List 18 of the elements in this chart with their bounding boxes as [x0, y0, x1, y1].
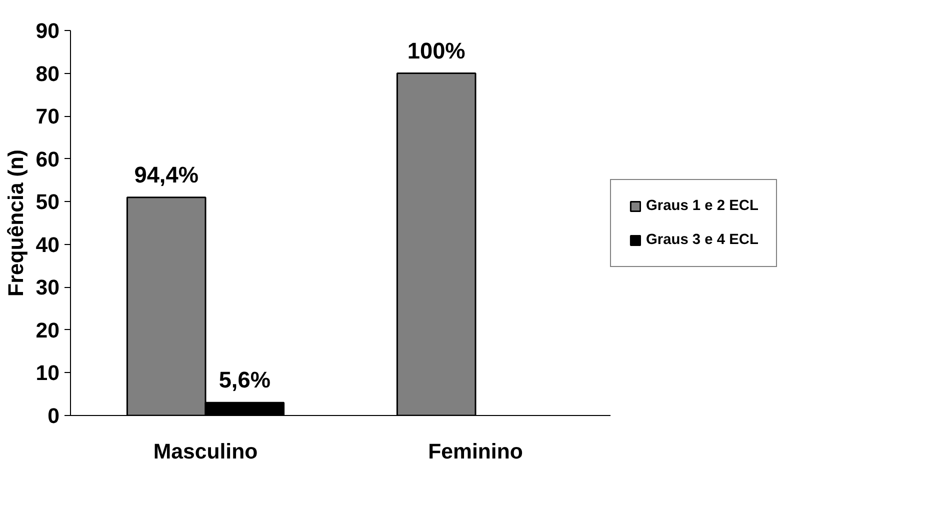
y-tick-label: 70: [36, 104, 60, 129]
x-tick-label: Feminino: [428, 440, 523, 464]
y-tick-label: 10: [36, 361, 60, 386]
y-tick-label: 30: [36, 276, 60, 300]
legend-label: Graus 3 e 4 ECL: [646, 232, 758, 248]
annotation: 5,6%: [218, 366, 270, 393]
y-tick-label: 60: [36, 147, 60, 172]
y-tick-label: 50: [36, 190, 60, 214]
y-tick-label: 20: [36, 318, 60, 342]
y-axis-title: Frequência (n): [4, 150, 28, 296]
y-tick-label: 80: [36, 62, 60, 86]
legend-label: Graus 1 e 2 ECL: [646, 198, 758, 214]
annotation: 94,4%: [134, 161, 198, 188]
x-tick-label: Masculino: [153, 440, 258, 464]
y-tick-label: 40: [36, 232, 60, 257]
y-tick-label: 90: [36, 19, 60, 43]
annotation: 100%: [407, 37, 466, 64]
y-tick-label: 0: [48, 404, 60, 428]
